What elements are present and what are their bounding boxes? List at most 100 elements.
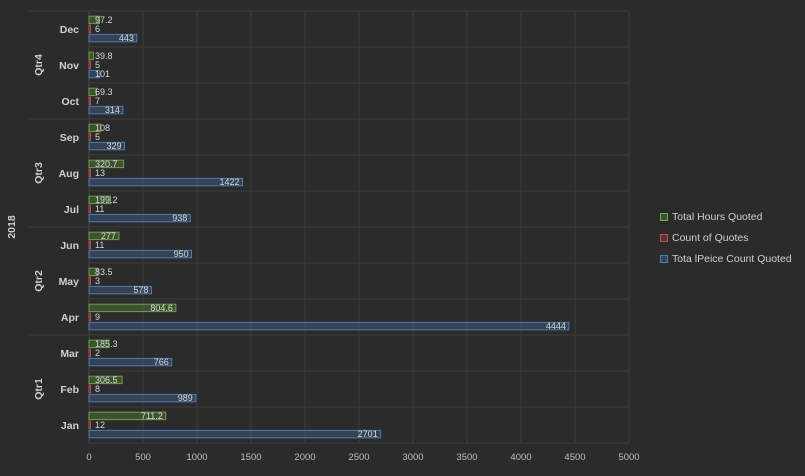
data-label: 5 [95, 132, 100, 142]
legend-item: Total Hours Quoted [660, 206, 792, 227]
data-label: 6 [95, 24, 100, 34]
data-label: 9 [95, 312, 100, 322]
data-label: 8 [95, 384, 100, 394]
bar-total-hours-quoted [88, 267, 99, 277]
data-label: 11 [95, 240, 104, 250]
bar-count-of-quotes [88, 384, 91, 394]
bar-total-hours-quoted [88, 159, 125, 169]
month-label: May [59, 276, 80, 288]
bar-tota-lpeice-count-quoted [88, 285, 152, 295]
bar-tota-lpeice-count-quoted [88, 429, 382, 439]
data-label: 13 [95, 168, 105, 178]
data-label: 314 [105, 105, 120, 115]
data-label: 329 [107, 141, 122, 151]
bar-tota-lpeice-count-quoted [88, 321, 570, 331]
data-label: 3 [95, 276, 100, 286]
x-tick-label: 2000 [294, 452, 315, 463]
chart-legend: Total Hours Quoted Count of Quotes Tota lP… [660, 206, 792, 269]
data-label: 766 [154, 357, 169, 367]
data-label: 320.7 [95, 159, 118, 169]
quarter-label: Qtr3 [33, 162, 45, 184]
bar-total-hours-quoted [88, 51, 94, 61]
bar-count-of-quotes [88, 60, 91, 70]
bar-tota-lpeice-count-quoted [88, 393, 197, 403]
x-tick-label: 1000 [186, 452, 207, 463]
legend-label: Tota lPeice Count Quoted [672, 252, 792, 265]
data-label: 5 [95, 60, 100, 70]
x-tick-label: 4000 [510, 452, 531, 463]
data-label: 39.8 [95, 51, 113, 61]
bar-count-of-quotes [88, 348, 91, 358]
bar-count-of-quotes [88, 276, 91, 286]
bar-total-hours-quoted [88, 87, 97, 97]
year-label: 2018 [6, 215, 18, 239]
bar-count-of-quotes [88, 420, 91, 430]
data-label: 938 [172, 213, 187, 223]
quarter-label: Qtr2 [33, 270, 45, 292]
x-tick-label: 4500 [564, 452, 585, 463]
data-label: 804.6 [150, 303, 173, 313]
data-label: 989 [178, 393, 193, 403]
bar-total-hours-quoted [88, 411, 167, 421]
quarter-label: Qtr1 [33, 378, 45, 400]
data-label: 69.3 [95, 87, 113, 97]
bar-tota-lpeice-count-quoted [88, 105, 124, 115]
x-tick-label: 1500 [240, 452, 261, 463]
bar-count-of-quotes [88, 168, 91, 178]
data-label: 97.2 [95, 15, 113, 25]
data-label: 83.5 [95, 267, 113, 277]
data-label: 306.5 [95, 375, 118, 385]
x-tick-label: 2500 [348, 452, 369, 463]
bar-total-hours-quoted [88, 303, 177, 313]
bar-tota-lpeice-count-quoted [88, 69, 101, 79]
bar-tota-lpeice-count-quoted [88, 249, 193, 259]
bar-count-of-quotes [88, 312, 91, 322]
legend-label: Total Hours Quoted [672, 210, 763, 223]
legend-item: Count of Quotes [660, 227, 792, 248]
month-label: Dec [60, 24, 79, 36]
data-label: 12 [95, 420, 105, 430]
quarter-label: Qtr4 [33, 54, 45, 76]
bar-total-hours-quoted [88, 231, 120, 241]
bar-count-of-quotes [88, 132, 91, 142]
bar-total-hours-quoted [88, 339, 110, 349]
month-label: Feb [60, 384, 79, 396]
data-label: 711.2 [141, 411, 163, 421]
data-label: 950 [174, 249, 189, 259]
legend-label: Count of Quotes [672, 231, 749, 244]
month-label: Sep [60, 132, 79, 144]
month-label: Jul [64, 204, 79, 216]
bar-tota-lpeice-count-quoted [88, 33, 138, 43]
x-tick-label: 500 [135, 452, 151, 463]
legend-item: Tota lPeice Count Quoted [660, 248, 792, 269]
bar-total-hours-quoted [88, 15, 100, 25]
bar-tota-lpeice-count-quoted [88, 177, 244, 187]
month-label: Aug [59, 168, 79, 180]
x-tick-label: 3500 [456, 452, 477, 463]
x-tick-label: 0 [86, 452, 91, 463]
bar-tota-lpeice-count-quoted [88, 213, 191, 223]
legend-swatch [660, 233, 668, 242]
data-label: 2 [95, 348, 100, 358]
month-label: Mar [60, 348, 79, 360]
data-label: 185.3 [95, 339, 118, 349]
data-label: 101 [95, 69, 110, 79]
month-label: Jan [61, 420, 79, 432]
legend-swatch [660, 212, 668, 221]
data-label: 108 [95, 123, 110, 133]
data-label: 277 [101, 231, 116, 241]
data-label: 7 [95, 96, 100, 106]
bar-count-of-quotes [88, 24, 91, 34]
month-label: Nov [59, 60, 79, 72]
data-label: 199.2 [95, 195, 118, 205]
bar-tota-lpeice-count-quoted [88, 141, 125, 151]
bar-tota-lpeice-count-quoted [88, 357, 173, 367]
data-label: 578 [133, 285, 148, 295]
month-label: Jun [60, 240, 79, 252]
bar-count-of-quotes [88, 96, 91, 106]
data-label: 1422 [220, 177, 240, 187]
data-label: 2701 [358, 429, 378, 439]
month-label: Oct [61, 96, 79, 108]
month-label: Apr [61, 312, 79, 324]
